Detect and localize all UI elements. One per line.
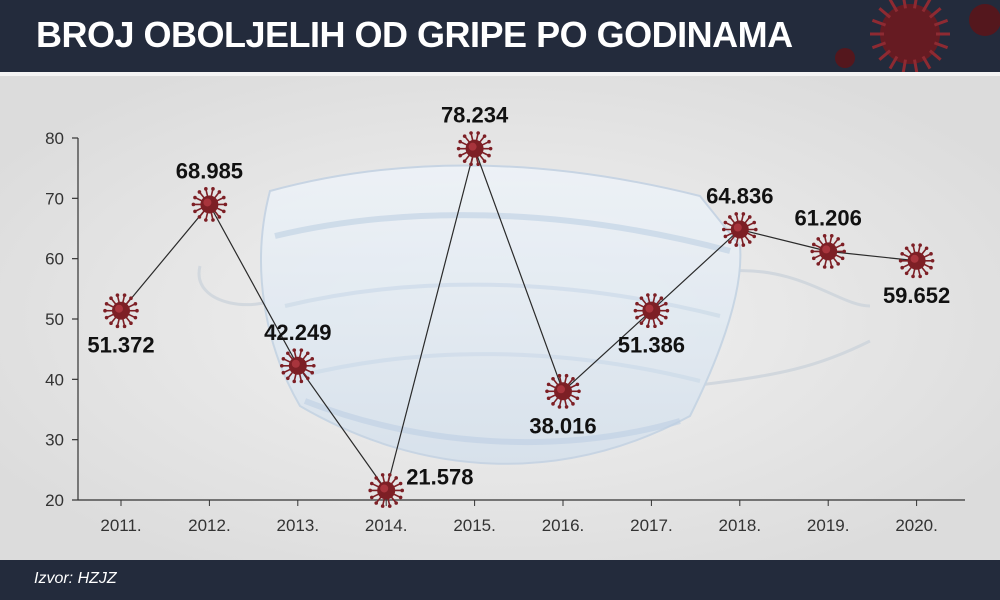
data-label: 64.836 <box>706 183 773 208</box>
footer-bar: Izvor: HZJZ <box>0 560 1000 600</box>
data-point-virus-marker <box>191 187 228 222</box>
chart-area: 20 30 40 50 60 70 80 2011. 2012. 2013. 2014. 2015. 2… <box>0 76 1000 560</box>
x-tick-label: 2015. <box>453 516 496 535</box>
data-label: 21.578 <box>406 464 473 489</box>
x-tick-label: 2017. <box>630 516 673 535</box>
data-label: 38.016 <box>529 413 596 438</box>
data-label: 59.652 <box>883 283 950 308</box>
y-tick-label: 40 <box>45 370 64 389</box>
header-bar: BROJ OBOLJELIH OD GRIPE PO GODINAMA <box>0 0 1000 72</box>
data-point-virus-marker <box>722 212 758 247</box>
data-point-virus-marker <box>810 233 846 269</box>
x-tick-label: 2016. <box>542 516 585 535</box>
y-tick-label: 30 <box>45 431 64 450</box>
source-note: Izvor: HZJZ <box>34 570 117 587</box>
data-point-virus-marker <box>456 131 493 167</box>
y-tick-label: 70 <box>45 189 64 208</box>
data-point-virus-marker <box>545 373 581 409</box>
data-point-virus-marker <box>368 473 404 508</box>
data-label: 68.985 <box>176 158 243 183</box>
x-tick-label: 2018. <box>719 516 762 535</box>
x-tick-label: 2014. <box>365 516 408 535</box>
x-tick-label: 2020. <box>895 516 938 535</box>
data-point-virus-marker <box>633 293 670 329</box>
virus-illustration-icon <box>835 0 1000 72</box>
x-tick-label: 2012. <box>188 516 231 535</box>
y-tick-label: 50 <box>45 310 64 329</box>
y-tick-label: 80 <box>45 129 64 148</box>
data-label: 78.234 <box>441 103 509 128</box>
page-title: BROJ OBOLJELIH OD GRIPE PO GODINAMA <box>36 14 793 55</box>
x-tick-label: 2013. <box>277 516 320 535</box>
data-label: 51.386 <box>618 333 685 358</box>
data-label: 42.249 <box>264 320 331 345</box>
y-tick-label: 20 <box>45 491 64 510</box>
data-point-virus-marker <box>280 348 316 384</box>
series-line <box>120 146 917 492</box>
x-tick-label: 2019. <box>807 516 850 535</box>
face-mask-illustration <box>197 164 871 465</box>
data-label: 51.372 <box>87 333 154 358</box>
x-tick-label: 2011. <box>100 516 141 535</box>
header-divider <box>0 72 1000 76</box>
y-tick-label: 60 <box>45 250 64 269</box>
data-label: 61.206 <box>795 205 862 230</box>
flu-cases-line-chart: 20 30 40 50 60 70 80 2011. 2012. 2013. 2014. 2015. 2… <box>0 76 1000 560</box>
data-point-virus-marker <box>103 293 139 329</box>
data-point-virus-marker <box>898 243 935 279</box>
